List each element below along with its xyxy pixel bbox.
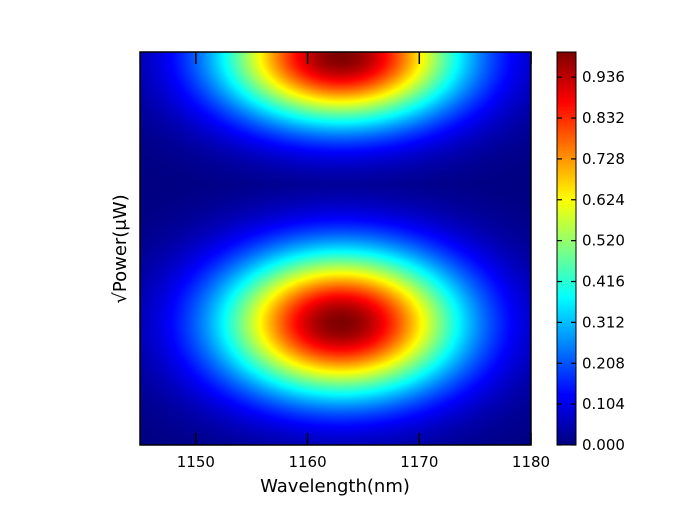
colorbar-tick-label: 0.624 [582, 191, 625, 209]
colorbar-tick-label: 0.208 [582, 354, 625, 372]
colorbar-tick-label: 0.000 [582, 436, 625, 454]
x-tick-label: 1160 [288, 453, 326, 471]
y-axis-label: √Power(μW) [110, 194, 131, 303]
colorbar-tick-label: 0.104 [582, 395, 625, 413]
x-axis-ticks: 1150 1160 1170 1180 [177, 52, 550, 471]
colorbar-tick-label: 0.520 [582, 232, 625, 250]
x-tick-label: 1170 [400, 453, 438, 471]
x-tick-label: 1180 [512, 453, 550, 471]
colorbar [557, 52, 576, 445]
colorbar-tick-label: 0.832 [582, 109, 625, 127]
heatmap-plot [140, 52, 531, 445]
colorbar-ticks: 0.000 0.104 0.208 0.312 0.416 0.520 0.624 0.728… [557, 68, 625, 454]
colorbar-frame [556, 51, 577, 446]
colorbar-tick-label: 0.312 [582, 313, 625, 331]
x-axis-label: Wavelength(nm) [260, 476, 410, 497]
plot-frame [139, 51, 532, 446]
colorbar-tick-label: 0.416 [582, 273, 625, 291]
x-tick-label: 1150 [177, 453, 215, 471]
colorbar-tick-label: 0.936 [582, 68, 625, 86]
colorbar-tick-label: 0.728 [582, 150, 625, 168]
